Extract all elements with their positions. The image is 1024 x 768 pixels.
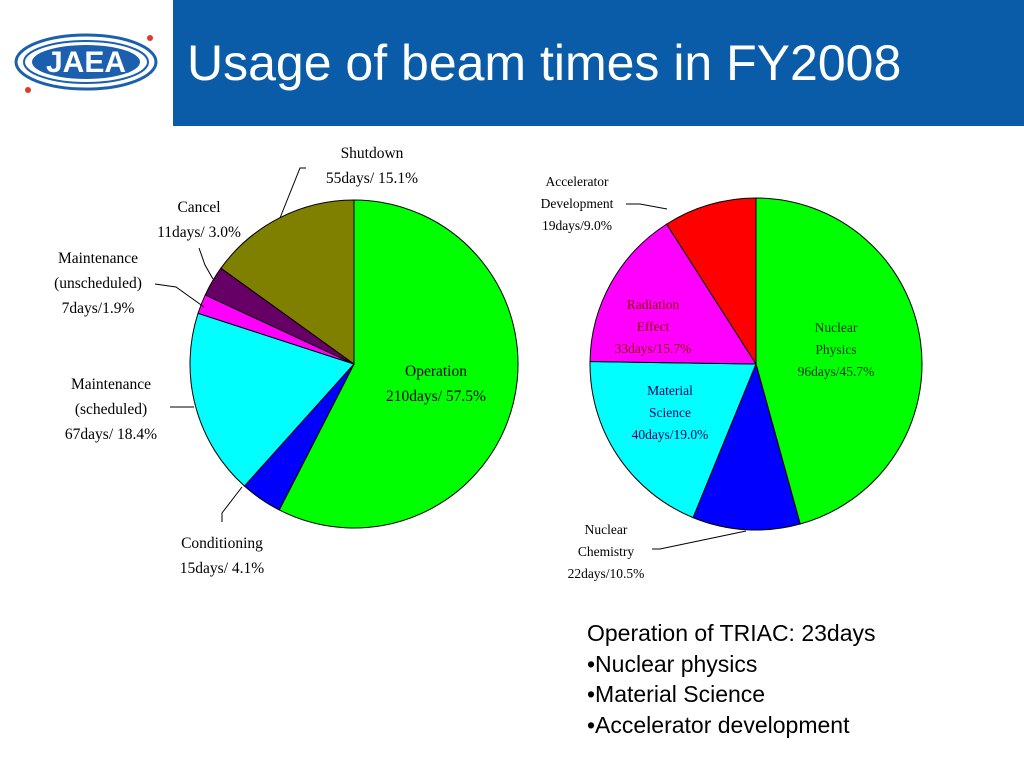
label-accel-dev-value: 19days/9.0% bbox=[542, 218, 612, 233]
pie2-slice-nuclear-chemistry bbox=[692, 362, 801, 531]
pie2-labels: Accelerator Development 19days/9.0% Radi… bbox=[541, 174, 875, 581]
label-nuc-chem-l2: Chemistry bbox=[578, 544, 634, 559]
label-accel-dev-l2: Development bbox=[541, 196, 614, 211]
label-maint-scheduled-l2: (scheduled) bbox=[75, 401, 147, 418]
label-shutdown-name: Shutdown bbox=[341, 145, 404, 162]
triac-notes: Operation of TRIAC: 23days •Nuclear phys… bbox=[587, 618, 876, 740]
pie2-slice-radiation-effect bbox=[589, 223, 757, 365]
label-cancel-name: Cancel bbox=[177, 199, 220, 216]
label-nuc-chem-l1: Nuclear bbox=[585, 522, 628, 537]
pie2-slice-accelerator-development bbox=[665, 197, 757, 366]
leader-shutdown bbox=[279, 167, 306, 219]
label-shutdown-value: 55days/ 15.1% bbox=[326, 170, 418, 187]
label-nuc-physics-value: 96days/45.7% bbox=[798, 364, 875, 379]
notes-item-material-science: •Material Science bbox=[587, 681, 766, 707]
leader-accel-dev bbox=[626, 203, 668, 210]
notes-item-accelerator-dev: •Accelerator development bbox=[587, 711, 850, 738]
label-nuc-chem-value: 22days/10.5% bbox=[568, 566, 645, 581]
leader-conditioning bbox=[221, 486, 243, 522]
pie1-slice-shutdown bbox=[220, 199, 355, 365]
label-operation-value: 210days/ 57.5% bbox=[386, 388, 486, 405]
page-title: Usage of beam times in FY2008 bbox=[187, 35, 902, 91]
notes-heading: Operation of TRIAC: 23days bbox=[587, 620, 876, 646]
pie-chart-beam-usage bbox=[189, 199, 519, 529]
label-conditioning-name: Conditioning bbox=[181, 535, 263, 552]
leader-cancel bbox=[198, 247, 214, 280]
label-cancel-value: 11days/ 3.0% bbox=[157, 224, 241, 241]
label-maint-scheduled-value: 67days/ 18.4% bbox=[65, 426, 157, 443]
jaea-logo: JAEA bbox=[14, 33, 158, 93]
leader-lines bbox=[154, 167, 747, 550]
label-material-l2: Science bbox=[649, 405, 691, 420]
pie1-labels: Shutdown 55days/ 15.1% Cancel 11days/ 3.… bbox=[54, 145, 486, 577]
label-accel-dev-l1: Accelerator bbox=[546, 174, 609, 189]
pie2-slice-nuclear-physics bbox=[755, 197, 923, 525]
logo-text: JAEA bbox=[46, 46, 126, 79]
pie1-slice-maintenance-scheduled bbox=[189, 312, 355, 487]
leader-nuc-chem bbox=[652, 530, 747, 550]
notes-item-nuclear-physics: •Nuclear physics bbox=[587, 650, 758, 677]
pie2-slice-material-science bbox=[589, 361, 757, 519]
label-nuc-physics-l1: Nuclear bbox=[815, 320, 858, 335]
logo-area: JAEA bbox=[0, 0, 172, 126]
logo-orbit-icon bbox=[14, 33, 158, 93]
pie-chart-experiments bbox=[589, 197, 923, 531]
label-radiation-l2: Effect bbox=[637, 319, 670, 334]
title-bar: Usage of beam times in FY2008 bbox=[173, 0, 1024, 126]
leader-maint-unscheduled bbox=[154, 283, 205, 308]
label-material-l1: Material bbox=[647, 383, 693, 398]
pie1-slice-operation bbox=[278, 199, 519, 529]
label-maint-unscheduled-value: 7days/1.9% bbox=[62, 300, 135, 317]
label-radiation-value: 33days/15.7% bbox=[615, 341, 692, 356]
label-operation-name: Operation bbox=[405, 363, 467, 380]
label-maint-scheduled-l1: Maintenance bbox=[71, 376, 151, 393]
label-maint-unscheduled-l1: Maintenance bbox=[58, 250, 138, 267]
label-nuc-physics-l2: Physics bbox=[815, 342, 856, 357]
label-conditioning-value: 15days/ 4.1% bbox=[180, 560, 264, 577]
label-radiation-l1: Radiation bbox=[627, 297, 680, 312]
label-maint-unscheduled-l2: (unscheduled) bbox=[54, 275, 142, 292]
label-material-value: 40days/19.0% bbox=[632, 427, 709, 442]
